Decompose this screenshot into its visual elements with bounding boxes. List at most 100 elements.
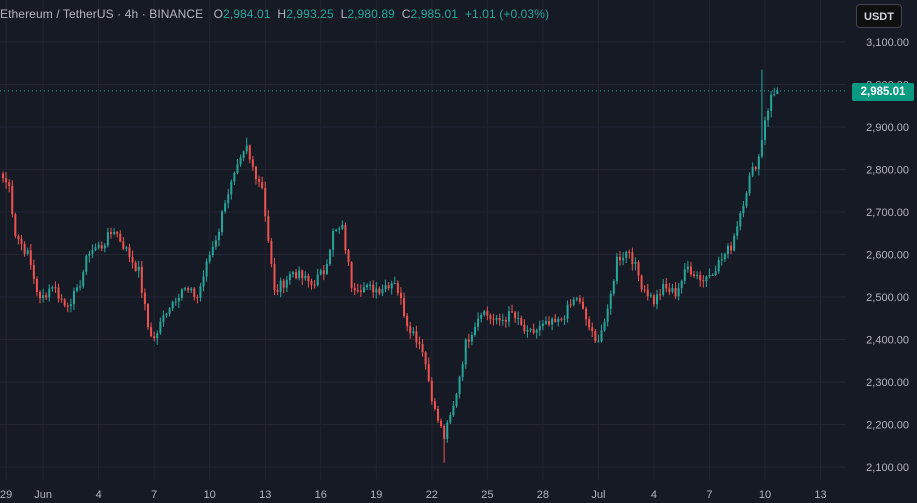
candle-body (150, 327, 153, 337)
candle-body (190, 288, 193, 291)
candle-body (221, 211, 224, 232)
candle-body (329, 249, 332, 265)
candle-body (683, 269, 686, 281)
candle-body (430, 380, 433, 402)
candle-body (381, 289, 384, 294)
candle-body (665, 283, 668, 289)
x-tick-label: 28 (537, 489, 549, 501)
candle-body (686, 266, 689, 270)
candle-body (594, 331, 597, 342)
candle-body (45, 295, 48, 298)
x-tick-label: 10 (759, 489, 771, 501)
candle-body (230, 181, 233, 195)
candle-body (162, 315, 165, 322)
candle-body (285, 280, 288, 288)
candle-body (116, 231, 119, 234)
candle-body (211, 246, 214, 256)
candle-body (412, 331, 415, 334)
symbol-name[interactable]: Ethereum / TetherUS (0, 7, 114, 21)
candle-body (767, 110, 770, 121)
candle-body (754, 167, 757, 170)
x-axis: 29 Jun 4 7 10 13 16 19 22 25 28 Jul 4 7 10 13 (0, 489, 827, 501)
low-value: 2,980.89 (347, 7, 395, 21)
exchange-label: BINANCE (149, 7, 204, 21)
candle-body (159, 321, 162, 334)
candle-body (578, 298, 581, 302)
candle-body (449, 415, 452, 423)
candle-body (264, 188, 267, 217)
candle-body (770, 94, 773, 111)
candle-body (366, 284, 369, 288)
candle-body (640, 275, 643, 290)
candle-body (433, 401, 436, 409)
candle-body (217, 231, 220, 241)
candle-body (581, 301, 584, 309)
y-tick-label: 2,500.00 (866, 292, 909, 304)
candle-body (251, 159, 254, 167)
candle-body (689, 266, 692, 275)
candle-body (606, 308, 609, 322)
candle-body (634, 262, 637, 265)
candle-body (646, 289, 649, 297)
candle-body (384, 285, 387, 290)
candle-body (572, 299, 575, 305)
candle-body (760, 140, 763, 157)
candle-body (470, 334, 473, 342)
candle-body (26, 250, 29, 254)
candle-body (702, 280, 705, 282)
candle-body (254, 166, 257, 180)
candle-body (205, 261, 208, 277)
candle-body (8, 182, 11, 186)
candle-body (85, 255, 88, 273)
candle-body (338, 228, 341, 230)
candle-body (307, 275, 310, 282)
candle-body (393, 282, 396, 284)
candle-body (332, 230, 335, 250)
candle-body (622, 257, 625, 261)
candle-body (140, 266, 143, 293)
candle-body (603, 321, 606, 331)
candle-body (143, 292, 146, 305)
candle-body (369, 284, 372, 286)
candle-body (452, 405, 455, 416)
candle-body (122, 241, 125, 249)
x-tick-label: 16 (315, 489, 327, 501)
candle-body (224, 203, 227, 212)
interval-label[interactable]: 4h (124, 7, 139, 21)
candle-body (615, 256, 618, 281)
candle-body (477, 318, 480, 327)
candle-body (298, 270, 301, 279)
candle-body (415, 331, 418, 343)
x-tick-label: 7 (151, 489, 157, 501)
candle-body (378, 288, 381, 294)
candle-body (79, 286, 82, 288)
candle-body (356, 290, 359, 292)
candle-body (548, 321, 551, 325)
candle-body (523, 324, 526, 332)
currency-button[interactable]: USDT (856, 4, 902, 28)
candle-body (156, 333, 159, 339)
candle-body (455, 394, 458, 406)
candle-body (458, 377, 461, 395)
candle-body (591, 327, 594, 332)
open-value: 2,984.01 (223, 7, 271, 21)
candle-body (628, 252, 631, 254)
candle-body (125, 247, 128, 249)
candle-body (295, 272, 298, 279)
candle-body (180, 289, 183, 298)
candle-body (199, 286, 202, 298)
x-tick-label: 29 (0, 489, 12, 501)
candles (2, 69, 779, 463)
candle-body (171, 301, 174, 309)
candle-body (711, 275, 714, 277)
candle-body (72, 291, 75, 305)
candle-body (187, 288, 190, 291)
candle-body (535, 330, 538, 333)
candle-body (76, 287, 79, 292)
candle-body (544, 321, 547, 324)
candle-body (492, 318, 495, 320)
candle-body (409, 326, 412, 334)
candle-body (66, 305, 69, 307)
